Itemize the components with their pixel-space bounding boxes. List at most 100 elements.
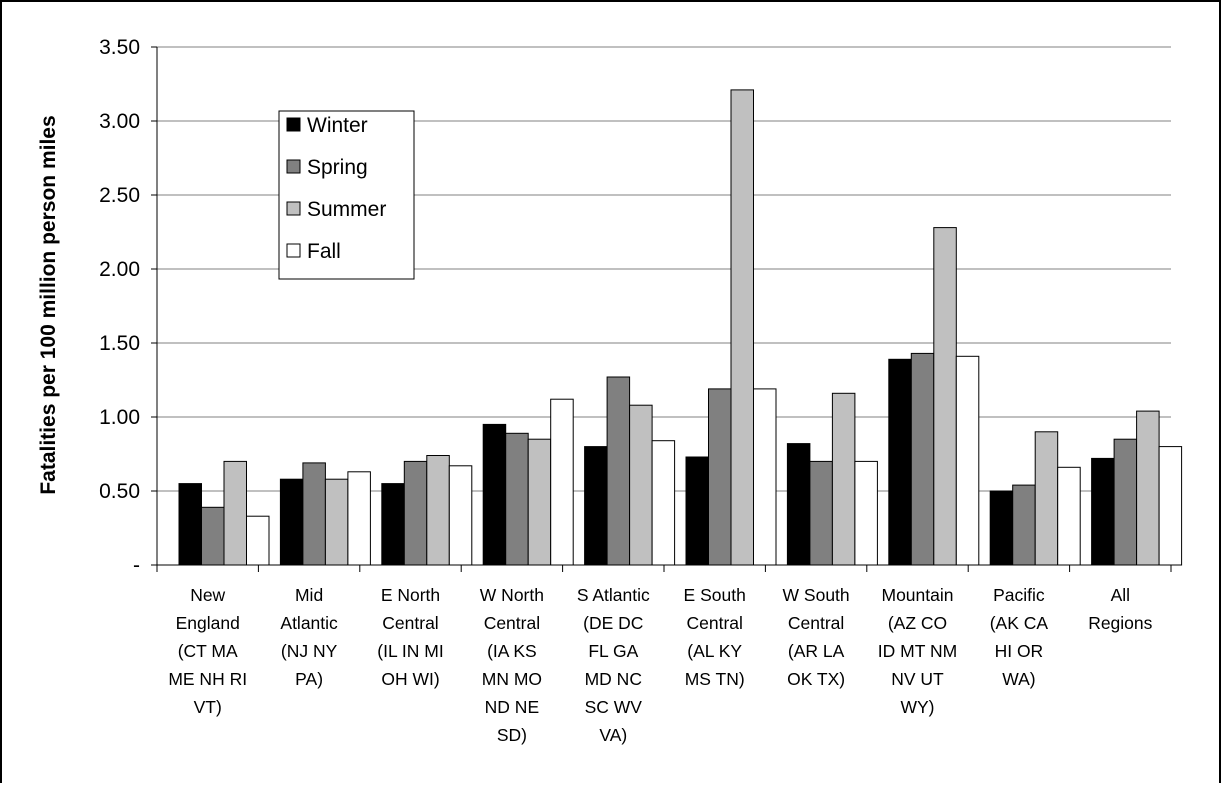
legend-label-spring: Spring (307, 156, 368, 179)
y-axis-tick-labels: - 0.50 1.00 1.50 2.00 2.50 3.00 3.50 (99, 36, 157, 577)
y-tick-label: 2.00 (99, 258, 140, 281)
bar-spring-4 (606, 376, 631, 566)
category-label: SC WV (585, 697, 643, 717)
category-label: E South (684, 585, 746, 605)
y-tick-label: 1.50 (99, 332, 140, 355)
bar-fall-9 (1158, 446, 1183, 566)
legend: Winter Spring Summer Fall (278, 110, 415, 280)
category-label: (NJ NY (281, 641, 338, 661)
category-label: OH WI) (381, 669, 439, 689)
bar-winter-0 (178, 483, 202, 566)
category-label: (CT MA (178, 641, 238, 661)
y-tick-label: 1.00 (99, 406, 140, 429)
bar-spring-5 (708, 388, 732, 566)
category-label: W South (783, 585, 850, 605)
category-label: MN MO (482, 669, 542, 689)
bar-summer-3 (527, 438, 552, 566)
category-label: (DE DC (583, 613, 643, 633)
bar-winter-2 (381, 483, 405, 566)
category-label: W North (480, 585, 544, 605)
bar-summer-2 (426, 455, 450, 566)
category-label: PA) (295, 669, 323, 689)
category-label: (IA KS (487, 641, 537, 661)
category-label: Central (382, 613, 438, 633)
category-label: Atlantic (280, 613, 338, 633)
bar-winter-8 (989, 490, 1014, 566)
category-label: SD) (497, 725, 527, 745)
category-label: ND NE (485, 697, 539, 717)
bar-spring-0 (201, 506, 225, 566)
legend-label-winter: Winter (307, 114, 368, 137)
bar-spring-9 (1113, 438, 1138, 566)
category-label: Pacific (993, 585, 1045, 605)
legend-swatch-summer (286, 201, 301, 216)
category-label: (AR LA (788, 641, 845, 661)
bar-spring-2 (403, 460, 428, 566)
category-label: Central (484, 613, 540, 633)
category-label: HI OR (995, 641, 1044, 661)
legend-swatch-fall (286, 243, 301, 258)
category-label: (IL IN MI (377, 641, 443, 661)
category-label: S Atlantic (577, 585, 650, 605)
y-tick-label: 3.00 (99, 110, 140, 133)
category-label: (AK CA (990, 613, 1049, 633)
bar-fall-4 (651, 440, 676, 566)
bar-winter-7 (888, 358, 912, 566)
bar-summer-1 (324, 478, 349, 566)
legend-label-summer: Summer (307, 198, 386, 221)
category-label: MS TN) (685, 669, 745, 689)
category-label: WY) (900, 697, 934, 717)
bar-summer-5 (730, 89, 754, 566)
category-label: ID MT NM (878, 641, 957, 661)
bar-fall-7 (955, 355, 980, 566)
bar-summer-9 (1136, 410, 1160, 566)
bar-winter-5 (685, 456, 709, 566)
category-label: England (176, 613, 240, 633)
bar-summer-0 (223, 460, 247, 566)
bar-summer-6 (831, 392, 856, 566)
y-tick-label: 3.50 (99, 36, 140, 59)
bar-spring-6 (809, 460, 833, 566)
bar-spring-3 (505, 432, 529, 566)
bar-fall-3 (550, 398, 574, 566)
bar-spring-8 (1012, 484, 1036, 566)
legend-swatch-spring (286, 159, 301, 174)
bar-fall-6 (854, 460, 878, 566)
bar-summer-7 (933, 227, 957, 566)
category-label: WA) (1002, 669, 1035, 689)
y-tick-label: - (133, 554, 140, 577)
y-axis-label: Fatalities per 100 million person miles (37, 115, 60, 494)
legend-box (278, 110, 415, 280)
y-tick-label: 0.50 (99, 480, 140, 503)
bar-winter-3 (482, 423, 507, 566)
category-label: MD NC (585, 669, 642, 689)
bar-winter-1 (279, 478, 304, 566)
bar-summer-4 (629, 404, 653, 566)
bars (178, 89, 1183, 566)
category-label: E North (381, 585, 440, 605)
bar-fall-1 (347, 471, 371, 566)
bar-winter-9 (1091, 457, 1115, 566)
category-label: VT) (194, 697, 222, 717)
bar-spring-1 (302, 462, 326, 566)
bar-fall-5 (753, 388, 777, 566)
category-label: OK TX) (787, 669, 845, 689)
category-label: Regions (1088, 613, 1152, 633)
category-label: FL GA (588, 641, 638, 661)
axes (156, 47, 1172, 572)
legend-items: Winter Spring Summer Fall (286, 114, 386, 263)
bar-spring-7 (910, 352, 935, 566)
category-label: Mountain (882, 585, 954, 605)
category-label: Central (686, 613, 742, 633)
y-tick-label: 2.50 (99, 184, 140, 207)
category-label: (AL KY (687, 641, 742, 661)
category-label: Mid (295, 585, 323, 605)
category-label: Central (788, 613, 844, 633)
bar-fall-8 (1057, 466, 1081, 566)
category-label: ME NH RI (168, 669, 247, 689)
category-label: (AZ CO (888, 613, 947, 633)
bar-fall-0 (246, 515, 270, 566)
category-label: New (190, 585, 225, 605)
category-label: NV UT (891, 669, 944, 689)
